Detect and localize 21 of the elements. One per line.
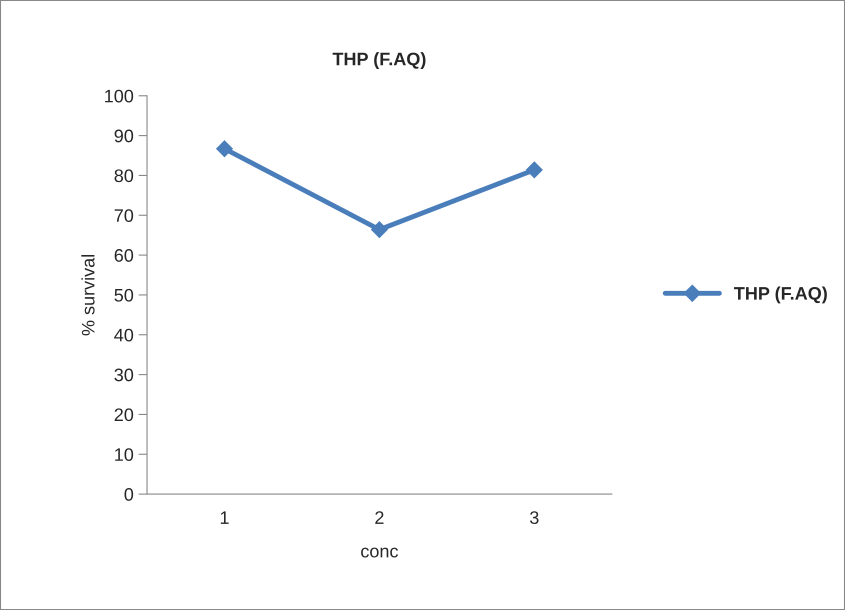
y-tick-label: 50: [114, 288, 134, 302]
chart-title: THP (F.AQ): [332, 52, 426, 69]
y-tick-label: 80: [114, 169, 134, 182]
y-tick-label: 0: [124, 488, 134, 501]
x-axis-title: conc: [361, 548, 398, 558]
y-tick-label: 10: [115, 448, 134, 461]
y-tick-label: 20: [114, 408, 134, 422]
y-axis-title: % survival: [81, 255, 95, 336]
y-tick-label: 70: [114, 209, 134, 222]
point: [526, 161, 543, 178]
y-tick-label: 60: [114, 249, 134, 262]
y-tick-label: 90: [114, 130, 134, 142]
y-tick-label: 100: [105, 90, 134, 102]
x-tick-label: 1: [220, 511, 229, 524]
x-tick-label: 2: [375, 511, 384, 524]
y-tick-label: 30: [114, 368, 134, 382]
legend-label: THP (F.AQ): [734, 286, 827, 304]
point: [371, 221, 388, 238]
point: [216, 140, 233, 158]
x-tick-label: 3: [530, 511, 539, 524]
y-tick-label: 40: [114, 328, 134, 342]
